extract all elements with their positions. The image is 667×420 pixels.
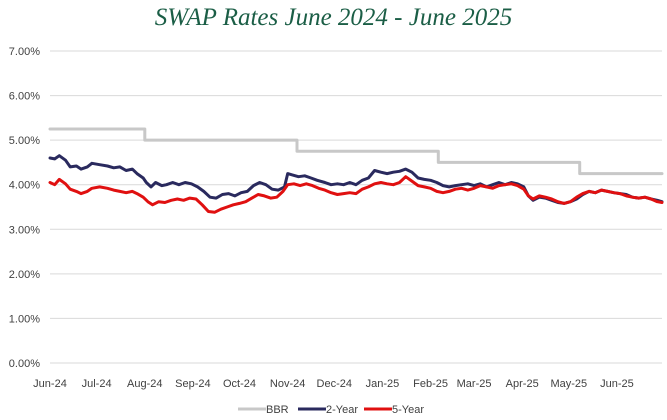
- legend-label-bbr: BBR: [266, 404, 289, 416]
- y-tick-label: 1.00%: [9, 313, 40, 325]
- y-tick-label: 3.00%: [9, 224, 40, 236]
- y-tick-label: 2.00%: [9, 269, 40, 281]
- series-lines: [48, 127, 664, 214]
- x-tick-label: Mar-25: [457, 378, 492, 390]
- legend-label-5-year: 5-Year: [392, 404, 424, 416]
- x-tick-label: Jun-25: [600, 378, 634, 390]
- y-tick-label: 4.00%: [9, 180, 40, 192]
- y-tick-label: 5.00%: [9, 135, 40, 147]
- x-tick-label: Feb-25: [413, 378, 448, 390]
- x-tick-label: Oct-24: [223, 378, 256, 390]
- y-tick-label: 0.00%: [9, 358, 40, 370]
- y-tick-label: 6.00%: [9, 91, 40, 103]
- x-tick-label: May-25: [550, 378, 587, 390]
- legend: BBR 2-Year 5-Year: [238, 404, 424, 416]
- y-tick-label: 7.00%: [9, 46, 40, 58]
- x-tick-label: Sep-24: [175, 378, 210, 390]
- x-axis-tick-labels: Jun-24 Jul-24 Aug-24 Sep-24 Oct-24 Nov-24 Dec-…: [33, 378, 634, 390]
- x-tick-label: Aug-24: [127, 378, 162, 390]
- y-axis-tick-labels: 0.00% 1.00% 2.00% 3.00% 4.00% 5.00% 6.00% 7.00%: [9, 46, 40, 370]
- chart-title: SWAP Rates June 2024 - June 2025: [154, 4, 513, 31]
- x-tick-label: Dec-24: [317, 378, 352, 390]
- x-tick-label: Jan-25: [366, 378, 400, 390]
- x-tick-label: Apr-25: [506, 378, 539, 390]
- x-tick-label: Nov-24: [270, 378, 305, 390]
- x-tick-label: Jun-24: [33, 378, 67, 390]
- series-line-5-year: [48, 175, 664, 214]
- series-line-bbr: [48, 127, 664, 176]
- legend-label-2-year: 2-Year: [326, 404, 358, 416]
- x-tick-label: Jul-24: [82, 378, 112, 390]
- grid-lines: [50, 50, 662, 364]
